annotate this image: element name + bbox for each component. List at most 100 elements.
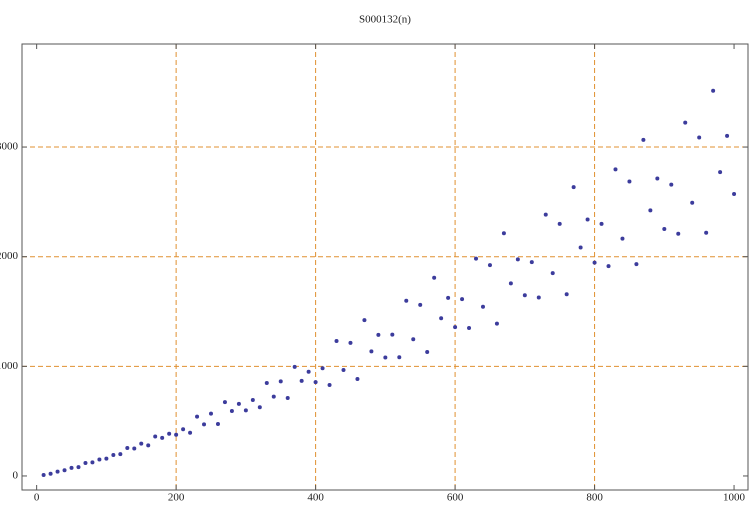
point — [167, 431, 172, 436]
point — [543, 212, 548, 217]
point — [181, 427, 186, 432]
point — [48, 471, 53, 476]
point — [215, 421, 220, 426]
point — [592, 260, 597, 265]
point — [557, 221, 562, 226]
y-tick-label: 2000 — [0, 250, 19, 262]
x-tick-label: 200 — [168, 492, 185, 504]
point — [522, 293, 527, 298]
point — [697, 135, 702, 140]
point — [474, 256, 479, 261]
point — [613, 167, 618, 172]
y-tick-label: 1000 — [0, 360, 19, 372]
point — [439, 316, 444, 321]
point — [383, 355, 388, 360]
point — [195, 414, 200, 419]
point — [341, 368, 346, 373]
point — [83, 461, 88, 466]
point — [690, 200, 695, 205]
point — [418, 302, 423, 307]
point — [153, 434, 158, 439]
y-tick-label: 3000 — [0, 141, 19, 153]
point — [550, 271, 555, 276]
point — [467, 325, 472, 330]
point — [250, 397, 255, 402]
point — [634, 262, 639, 267]
point — [202, 422, 207, 427]
x-tick-label: 1000 — [723, 492, 746, 504]
point — [306, 369, 311, 374]
x-tick-label: 400 — [307, 492, 324, 504]
point — [97, 457, 102, 462]
point — [564, 292, 569, 297]
point — [90, 460, 95, 465]
grid — [22, 44, 748, 490]
point — [669, 182, 674, 187]
point — [676, 231, 681, 236]
point — [257, 405, 262, 410]
point — [348, 340, 353, 345]
point — [425, 349, 430, 354]
point — [355, 376, 360, 381]
point — [174, 432, 179, 437]
point — [460, 297, 465, 302]
point — [404, 298, 409, 303]
chart-title: S000132(n) — [359, 14, 411, 26]
point — [278, 379, 283, 384]
point — [725, 133, 730, 138]
point — [208, 411, 213, 416]
point — [606, 264, 611, 269]
point — [641, 137, 646, 142]
point — [508, 281, 513, 286]
point — [299, 378, 304, 383]
point — [146, 443, 151, 448]
point — [160, 435, 165, 440]
plot-frame — [21, 43, 749, 491]
points — [41, 88, 737, 477]
point — [376, 332, 381, 337]
point — [446, 295, 451, 300]
point — [662, 226, 667, 231]
x-tick-label: 800 — [586, 492, 603, 504]
point — [585, 217, 590, 222]
y-tick-label: 0 — [13, 469, 19, 481]
point — [718, 170, 723, 175]
point — [111, 453, 116, 458]
point — [711, 88, 716, 93]
point — [571, 185, 576, 190]
point — [69, 465, 74, 470]
point — [453, 325, 458, 330]
point — [313, 380, 318, 385]
point — [320, 366, 325, 371]
point — [222, 400, 227, 405]
point — [432, 275, 437, 280]
point — [599, 221, 604, 226]
point — [41, 472, 46, 477]
point — [362, 318, 367, 323]
point — [243, 408, 248, 413]
point — [529, 260, 534, 265]
point — [397, 355, 402, 360]
point — [390, 332, 395, 337]
x-tick-label: 600 — [447, 492, 464, 504]
point — [188, 430, 193, 435]
point — [732, 191, 737, 196]
point — [627, 179, 632, 184]
point — [334, 339, 339, 344]
point — [655, 176, 660, 181]
point — [327, 382, 332, 387]
point — [515, 257, 520, 262]
point — [76, 465, 81, 470]
point — [264, 380, 269, 385]
point — [118, 452, 123, 457]
point — [487, 263, 492, 268]
point — [125, 446, 130, 451]
point — [104, 456, 109, 461]
point — [578, 245, 583, 250]
point — [648, 208, 653, 213]
point — [132, 446, 137, 451]
point — [536, 295, 541, 300]
point — [369, 349, 374, 354]
point — [501, 231, 506, 236]
